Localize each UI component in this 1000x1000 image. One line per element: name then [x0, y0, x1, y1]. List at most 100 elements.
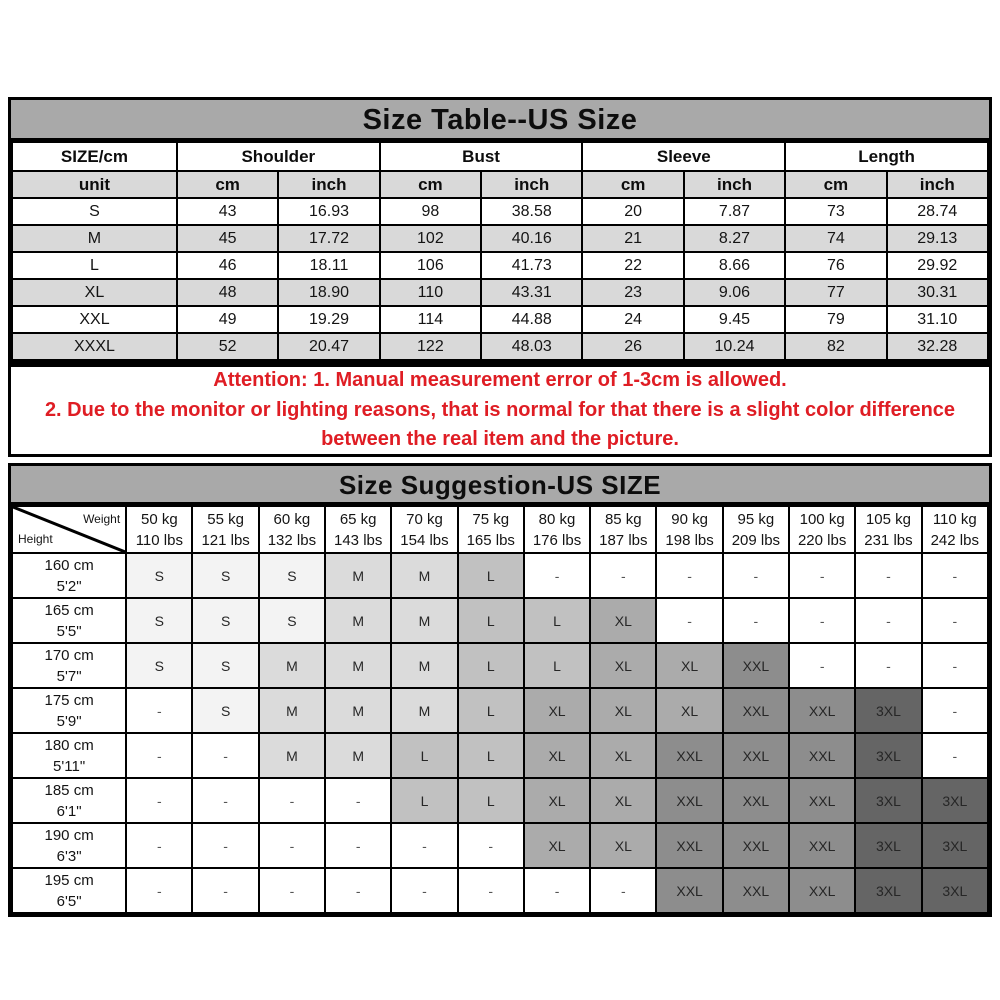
height-row-label: 195 cm 6'5"	[10, 867, 128, 914]
weight-axis-label: Weight	[83, 512, 121, 526]
suggestion-cell: XXL	[788, 687, 857, 734]
weight-header-row: Weight Height 50 kg 110 lbs 55 kg 121 lbs 60…	[10, 505, 990, 554]
suggestion-cell: M	[257, 732, 327, 779]
suggestion-cell: M	[324, 732, 393, 779]
size-table-title: Size Table--US Size	[11, 100, 989, 141]
suggestion-cell: -	[257, 822, 327, 869]
measurement-cell: 19.29	[277, 305, 381, 334]
suggestion-cell: XXL	[655, 777, 724, 824]
unit-cell: cm	[784, 170, 888, 199]
unit-cell: inch	[277, 170, 381, 199]
suggestion-cell: XXL	[721, 777, 791, 824]
size-row-label: L	[11, 251, 178, 280]
suggestion-cell: -	[854, 642, 923, 689]
measurement-cell: 122	[378, 332, 483, 361]
suggestion-cell: 3XL	[854, 687, 923, 734]
weight-header-cell: 75 kg 165 lbs	[456, 505, 525, 554]
suggestion-cell: -	[920, 597, 990, 644]
measurement-cell: 43.31	[480, 278, 584, 307]
suggestion-cell: XXL	[721, 687, 791, 734]
measurement-cell: 49	[175, 305, 280, 334]
suggestion-cell: L	[456, 777, 525, 824]
suggestion-cell: L	[456, 597, 525, 644]
measurement-cell: 79	[784, 305, 888, 334]
measurement-cell: 28.74	[885, 197, 990, 226]
measurement-cell: 29.13	[885, 224, 990, 253]
suggestion-cell: 3XL	[854, 867, 923, 914]
weight-header-cell: 90 kg 198 lbs	[655, 505, 724, 554]
group-header-shoulder: Shoulder	[175, 141, 381, 172]
suggestion-cell: -	[920, 642, 990, 689]
suggestion-cell: S	[191, 597, 260, 644]
suggestion-cell: XXL	[655, 732, 724, 779]
attention-box: Attention: 1. Manual measurement error o…	[8, 364, 992, 457]
size-table-group-header-row: SIZE/cm Shoulder Bust Sleeve Length	[11, 141, 989, 172]
suggestion-cell: -	[788, 642, 857, 689]
suggestion-cell: L	[456, 732, 525, 779]
measurement-cell: 114	[378, 305, 483, 334]
suggestion-cell: XXL	[788, 867, 857, 914]
suggestion-cell: L	[456, 687, 525, 734]
suggestion-cell: M	[390, 597, 459, 644]
suggestion-cell: -	[655, 597, 724, 644]
size-suggestion-row: 170 cm 5'7" S S M M M L L XL XL XXL - - -	[10, 642, 990, 689]
suggestion-cell: XL	[589, 642, 658, 689]
height-row-label: 185 cm 6'1"	[10, 777, 128, 824]
size-table-corner-header: SIZE/cm	[11, 141, 178, 172]
weight-header-cell: 70 kg 154 lbs	[390, 505, 459, 554]
suggestion-cell: -	[390, 867, 459, 914]
measurement-cell: 18.11	[277, 251, 381, 280]
suggestion-cell: S	[257, 597, 327, 644]
size-row-label: M	[11, 224, 178, 253]
suggestion-cell: 3XL	[854, 732, 923, 779]
suggestion-cell: -	[854, 552, 923, 599]
measurement-cell: 10.24	[682, 332, 787, 361]
size-suggestion-row: 160 cm 5'2" S S S M M L - - - - - - -	[10, 552, 990, 599]
suggestion-cell: -	[191, 822, 260, 869]
measurement-cell: 9.06	[682, 278, 787, 307]
suggestion-cell: L	[522, 642, 592, 689]
measurement-cell: 77	[784, 278, 888, 307]
suggestion-cell: -	[721, 552, 791, 599]
size-suggestion-section: Size Suggestion-US SIZE Weight Height 50…	[8, 463, 992, 917]
weight-header-cell: 60 kg 132 lbs	[257, 505, 327, 554]
weight-header-cell: 105 kg 231 lbs	[854, 505, 923, 554]
suggestion-cell: S	[125, 597, 194, 644]
measurement-cell: 8.66	[682, 251, 787, 280]
suggestion-cell: XL	[589, 822, 658, 869]
suggestion-cell: -	[589, 552, 658, 599]
size-suggestion-row: 175 cm 5'9" - S M M M L XL XL XL XXL XXL 3XL -	[10, 687, 990, 734]
measurement-cell: 26	[581, 332, 685, 361]
suggestion-cell: M	[324, 687, 393, 734]
measurement-cell: 23	[581, 278, 685, 307]
height-row-label: 170 cm 5'7"	[10, 642, 128, 689]
measurement-cell: 17.72	[277, 224, 381, 253]
suggestion-cell: M	[324, 642, 393, 689]
suggestion-cell: -	[655, 552, 724, 599]
height-row-label: 175 cm 5'9"	[10, 687, 128, 734]
measurement-cell: 52	[175, 332, 280, 361]
size-suggestion-row: 180 cm 5'11" - - M M L L XL XL XXL XXL XXL 3XL -	[10, 732, 990, 779]
suggestion-cell: -	[920, 687, 990, 734]
height-row-label: 160 cm 5'2"	[10, 552, 128, 599]
suggestion-cell: XXL	[721, 822, 791, 869]
measurement-cell: 8.27	[682, 224, 787, 253]
measurement-cell: 9.45	[682, 305, 787, 334]
measurement-cell: 30.31	[885, 278, 990, 307]
size-row-label: XL	[11, 278, 178, 307]
measurement-cell: 32.28	[885, 332, 990, 361]
size-table-unit-row: unit cm inch cm inch cm inch cm inch	[11, 170, 990, 199]
suggestion-cell: XXL	[721, 732, 791, 779]
measurement-cell: 20	[581, 197, 685, 226]
suggestion-cell: M	[390, 552, 459, 599]
height-axis-label: Height	[18, 532, 53, 547]
suggestion-cell: -	[324, 822, 393, 869]
weight-header-cell: 50 kg 110 lbs	[125, 505, 194, 554]
suggestion-cell: -	[125, 777, 194, 824]
suggestion-cell: XXL	[721, 867, 791, 914]
suggestion-cell: XL	[522, 732, 592, 779]
suggestion-cell: L	[390, 777, 459, 824]
size-suggestion-row: 195 cm 6'5" - - - - - - - - XXL XXL XXL 3XL 3XL	[10, 867, 990, 914]
suggestion-cell: L	[390, 732, 459, 779]
unit-cell: cm	[378, 170, 483, 199]
